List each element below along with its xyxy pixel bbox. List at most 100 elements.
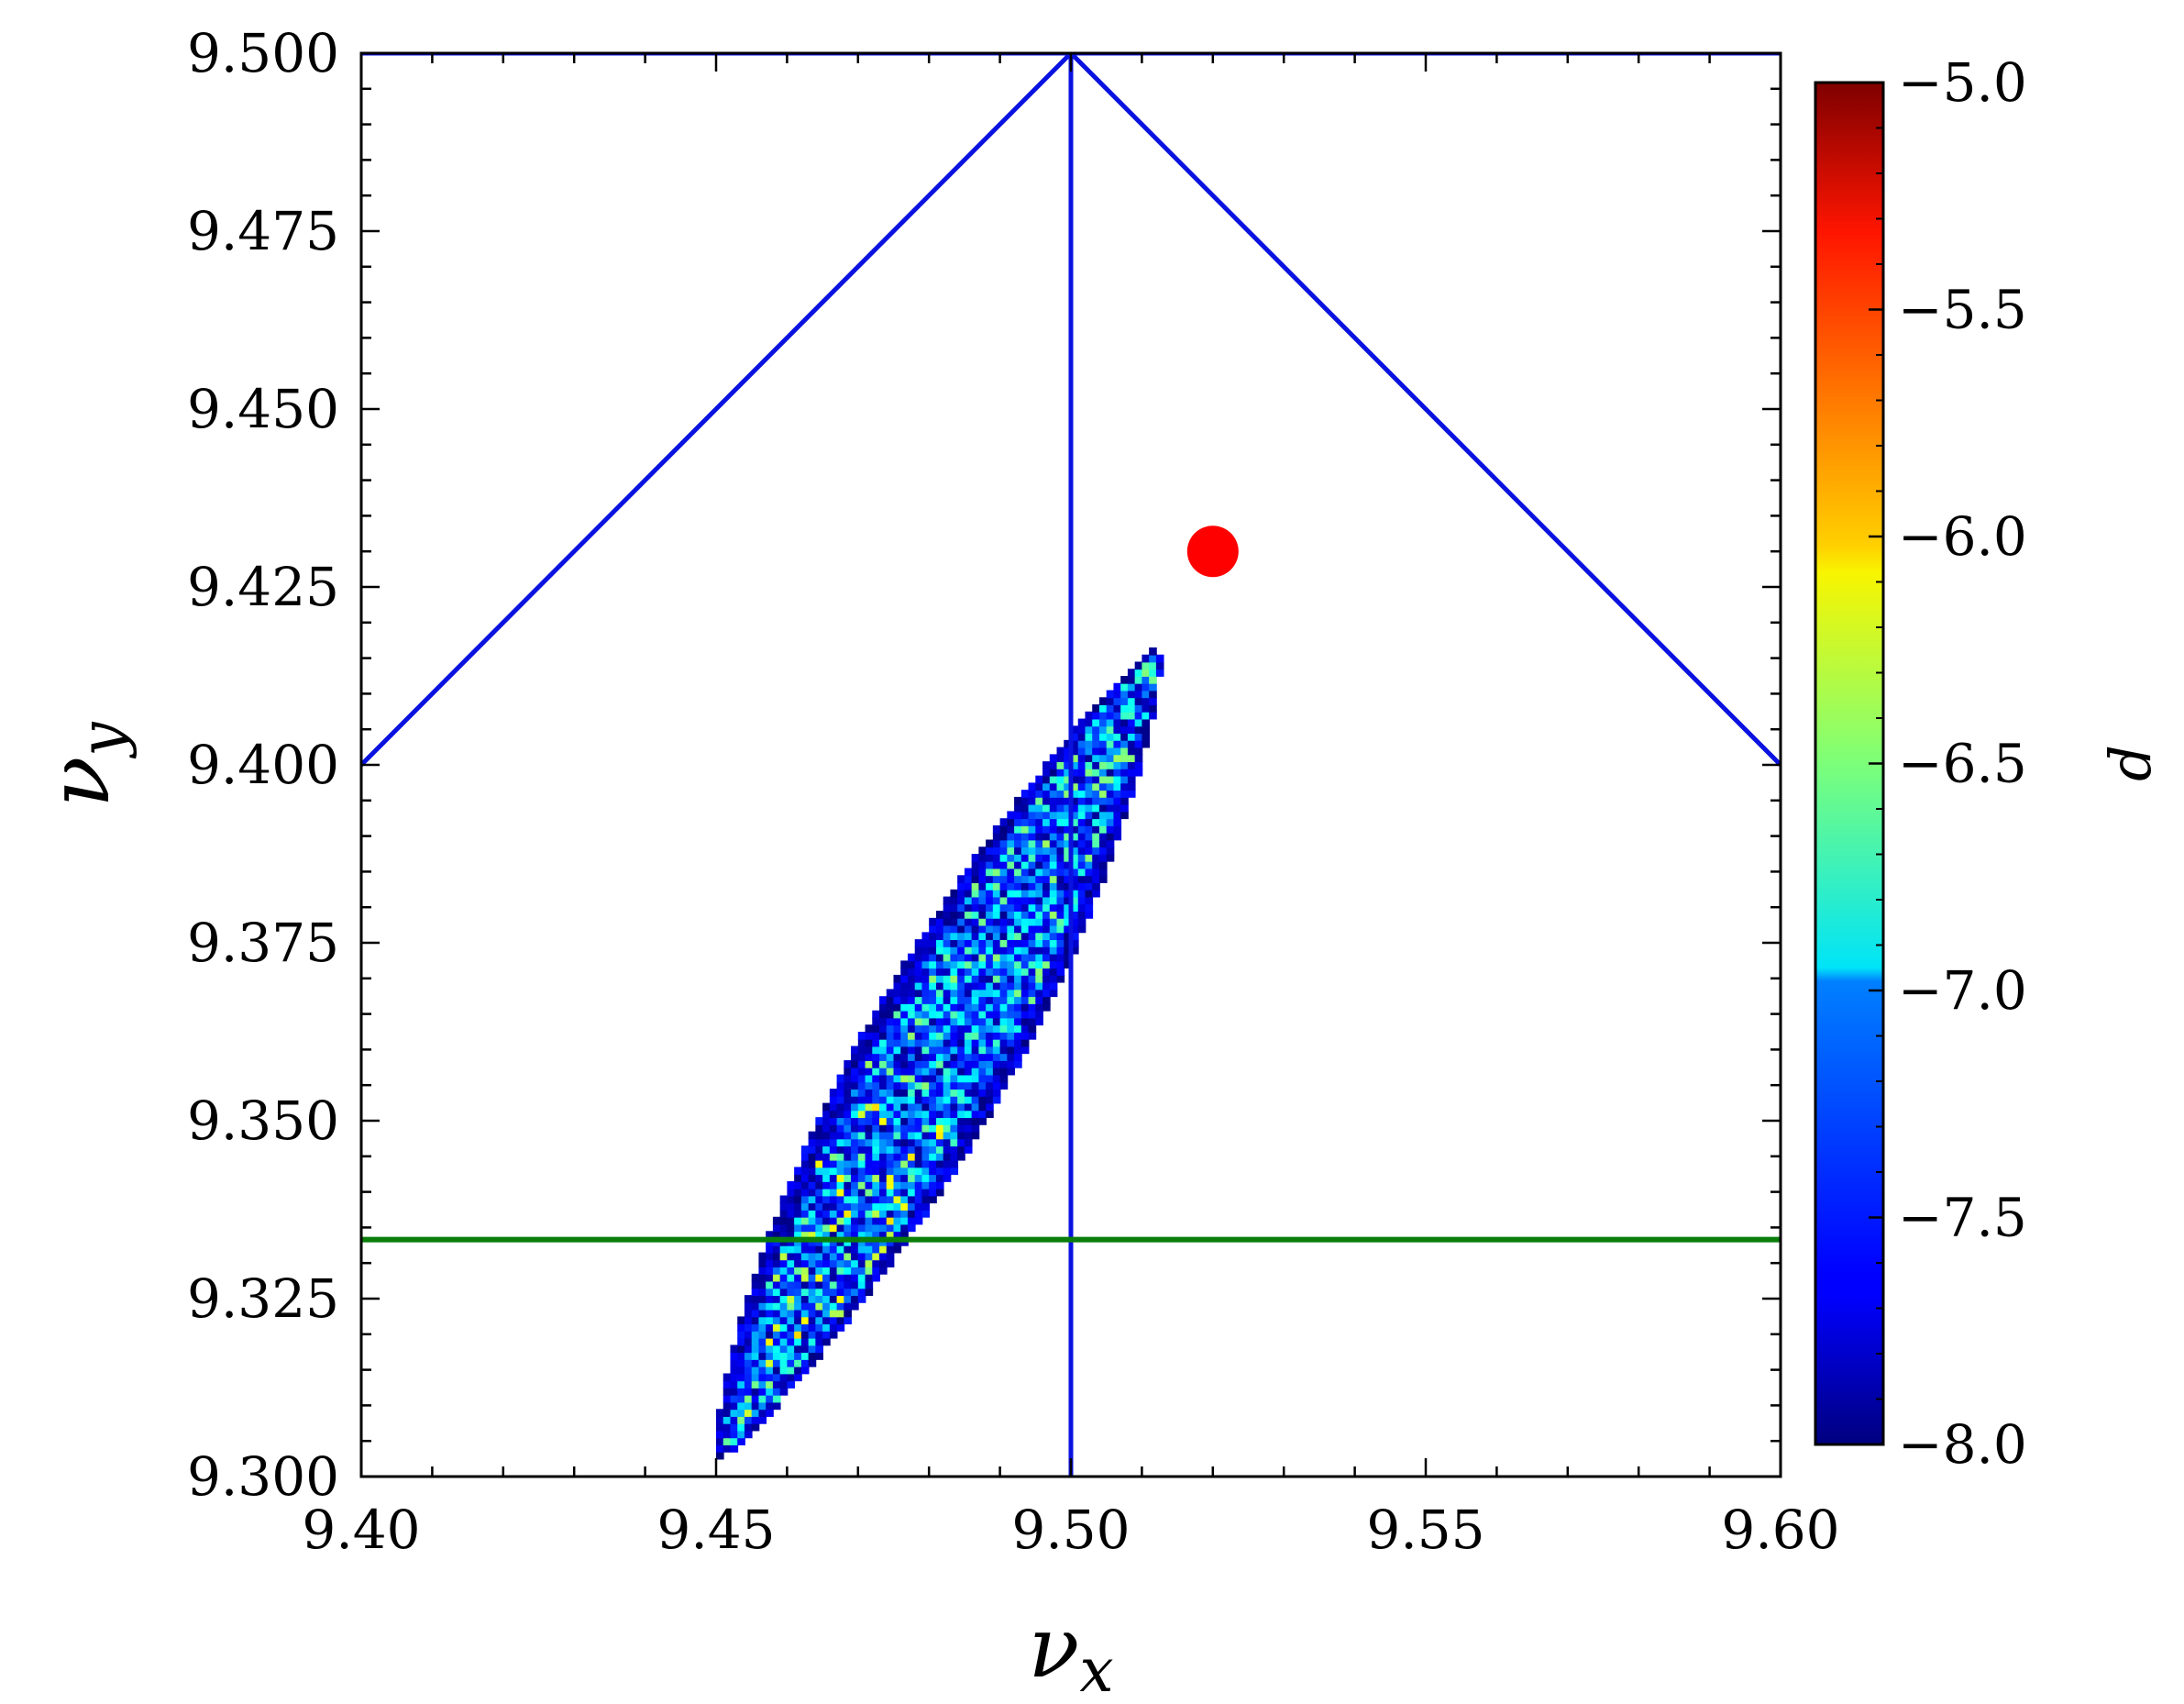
heatmap-cell	[766, 1245, 774, 1254]
heatmap-cell	[957, 1032, 965, 1040]
heatmap-cell	[822, 1309, 831, 1318]
heatmap-cell	[1127, 761, 1136, 769]
heatmap-cell	[1014, 882, 1022, 891]
heatmap-cell	[986, 896, 994, 905]
heatmap-cell	[800, 1223, 810, 1233]
heatmap-cell	[986, 953, 994, 962]
heatmap-cell	[779, 1288, 789, 1297]
heatmap-cell	[822, 1223, 831, 1233]
heatmap-cell	[886, 1259, 895, 1267]
heatmap-cell	[971, 1010, 980, 1019]
heatmap-cell	[815, 1301, 823, 1311]
heatmap-cell	[822, 1301, 831, 1311]
heatmap-cell	[1098, 747, 1108, 756]
heatmap-cell	[815, 1252, 823, 1261]
heatmap-cell	[900, 1002, 909, 1012]
heatmap-cell	[822, 1152, 831, 1161]
heatmap-cell	[800, 1267, 810, 1275]
heatmap-cell	[929, 974, 937, 983]
heatmap-cell	[935, 1067, 944, 1076]
heatmap-cell	[1028, 974, 1037, 983]
heatmap-cell	[1142, 704, 1151, 713]
heatmap-cell	[900, 981, 909, 990]
heatmap-cell	[943, 1110, 952, 1119]
heatmap-cell	[921, 1067, 931, 1076]
heatmap-cell	[779, 1301, 789, 1311]
heatmap-cell	[857, 1188, 866, 1197]
heatmap-cell	[1035, 824, 1043, 834]
heatmap-cell	[950, 968, 959, 976]
heatmap-cell	[1028, 889, 1037, 898]
heatmap-cell	[957, 932, 965, 941]
heatmap-cell	[1064, 832, 1072, 841]
heatmap-cell	[1106, 839, 1115, 848]
heatmap-cell	[986, 989, 994, 998]
heatmap-cell	[978, 911, 987, 919]
heatmap-cell	[1142, 682, 1151, 692]
heatmap-cell	[808, 1352, 817, 1360]
heatmap-cell	[1085, 754, 1094, 763]
heatmap-cell	[1028, 953, 1037, 962]
heatmap-cell	[1064, 896, 1072, 905]
heatmap-cell	[1007, 932, 1015, 941]
heatmap-cell	[716, 1444, 724, 1453]
heatmap-cell	[844, 1152, 852, 1161]
heatmap-cell	[1064, 903, 1072, 912]
heatmap-cell	[857, 1180, 866, 1189]
heatmap-cell	[1007, 996, 1015, 1004]
heatmap-cell	[999, 875, 1009, 883]
heatmap-cell	[1056, 953, 1065, 962]
heatmap-cell	[1007, 860, 1015, 869]
heatmap-cell	[978, 1081, 987, 1090]
heatmap-cell	[800, 1295, 810, 1303]
heatmap-cell	[900, 1131, 909, 1140]
heatmap-cell	[914, 1110, 923, 1119]
heatmap-cell	[957, 1131, 965, 1140]
heatmap-cell	[914, 960, 923, 969]
heatmap-cell	[986, 939, 994, 947]
heatmap-cell	[779, 1231, 789, 1239]
heatmap-cell	[1014, 832, 1022, 841]
heatmap-cell	[893, 1102, 902, 1112]
heatmap-cell	[964, 1138, 973, 1147]
heatmap-cell	[992, 1002, 1001, 1012]
heatmap-cell	[1014, 1010, 1022, 1019]
heatmap-cell	[822, 1316, 831, 1325]
heatmap-cell	[907, 1095, 916, 1104]
heatmap-cell	[978, 882, 987, 891]
heatmap-cell	[886, 1089, 895, 1097]
heatmap-cell	[921, 1102, 931, 1112]
heatmap-cell	[766, 1316, 774, 1325]
heatmap-cell	[1106, 704, 1115, 713]
heatmap-cell	[815, 1123, 823, 1133]
y-axis-label: νy	[30, 722, 138, 808]
heatmap-cell	[744, 1309, 753, 1318]
heatmap-cell	[751, 1316, 760, 1325]
heatmap-cell	[914, 1145, 923, 1154]
heatmap-cell	[865, 1231, 874, 1239]
heatmap-cell	[794, 1288, 802, 1297]
heatmap-cell	[886, 1245, 895, 1254]
heatmap-cell	[1064, 939, 1072, 947]
heatmap-cell	[772, 1316, 781, 1325]
heatmap-cell	[992, 1038, 1001, 1047]
heatmap-cell	[992, 946, 1001, 955]
heatmap-cell	[914, 1188, 923, 1197]
heatmap-cell	[921, 1074, 931, 1083]
heatmap-cell	[1028, 860, 1037, 869]
heatmap-cell	[1092, 704, 1100, 713]
heatmap-cell	[1098, 875, 1108, 883]
heatmap-cell	[879, 1017, 888, 1026]
heatmap-cell	[950, 1089, 959, 1097]
heatmap-cell	[893, 1188, 902, 1197]
heatmap-cell	[787, 1202, 796, 1211]
heatmap-cell	[978, 1032, 987, 1040]
heatmap-cell	[1071, 868, 1079, 877]
heatmap-cell	[1092, 775, 1100, 784]
heatmap-cell	[1049, 911, 1058, 919]
x-tick-label: 9.40	[302, 1499, 420, 1561]
heatmap-cell	[1035, 953, 1043, 962]
heatmap-cell	[971, 968, 980, 976]
heatmap-cell	[865, 1032, 874, 1040]
heatmap-cell	[1014, 796, 1022, 805]
